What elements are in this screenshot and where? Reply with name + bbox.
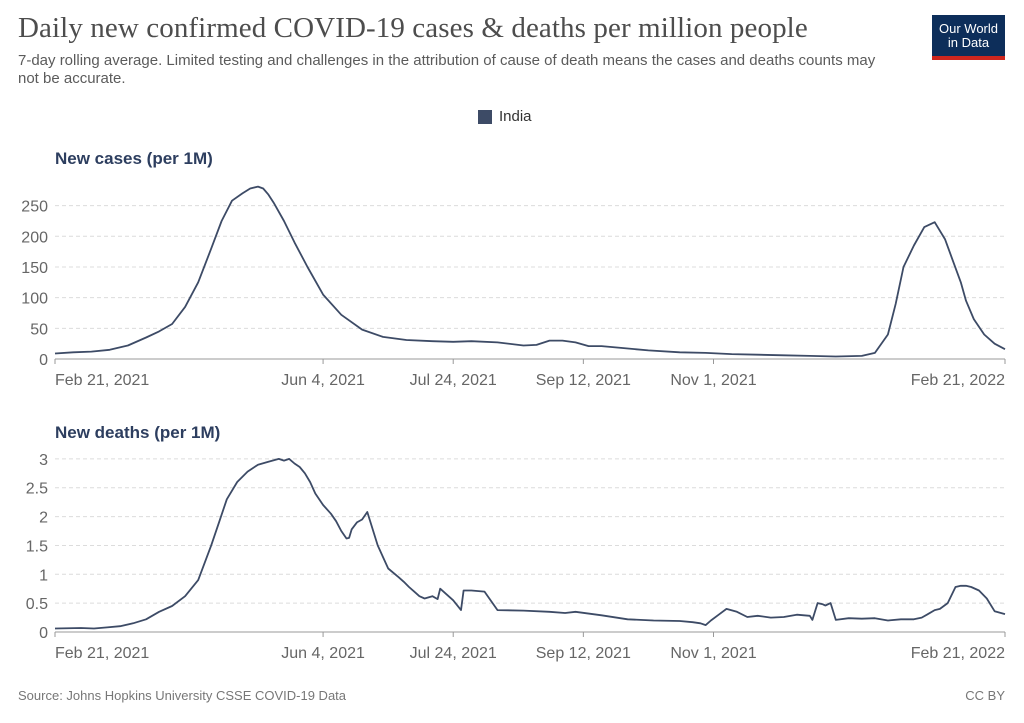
legend[interactable]: India [478,108,532,125]
y-tick-label: 3 [39,452,48,469]
logo-text-line2: in Data [947,34,990,50]
legend-swatch [478,109,492,124]
x-tick-label: Jul 24, 2021 [410,645,497,662]
chart-panel-2: New deaths (per 1M) 0 0.5 1 1.5 2 2.5 3 Feb 21, … [26,423,1006,662]
legend-label: India [499,108,532,125]
series-line-india [54,458,1006,630]
y-tick-label: 150 [21,260,48,277]
series-line-india [54,185,1006,358]
y-tick-label: 50 [30,321,48,338]
y-tick-label: 250 [21,199,48,216]
x-tick-label: Feb 21, 2022 [911,645,1005,662]
x-tick-label: Sep 12, 2021 [536,372,631,389]
chart-panel-1: New cases (per 1M) 0 50 100 150 200 250 Feb 21,… [21,149,1006,389]
x-tick-label: Feb 21, 2021 [55,645,149,662]
y-tick-label: 1.5 [26,538,48,555]
y-tick-label: 2 [39,510,48,527]
x-tick-label: Sep 12, 2021 [536,645,631,662]
x-tick-label: Nov 1, 2021 [670,372,756,389]
y-tick-label: 100 [21,291,48,308]
source-note: Source: Johns Hopkins University CSSE CO… [18,688,347,703]
x-tick-label: Jun 4, 2021 [281,372,365,389]
y-tick-label: 0.5 [26,596,48,613]
owid-logo[interactable]: Our World in Data [932,15,1005,60]
chart-title: Daily new confirmed COVID-19 cases & dea… [18,12,808,44]
y-tick-label: 200 [21,229,48,246]
panel-title: New deaths (per 1M) [55,423,220,442]
chart-subtitle: 7-day rolling average. Limited testing a… [18,52,876,87]
x-tick-label: Jul 24, 2021 [410,372,497,389]
y-tick-label: 0 [39,625,48,642]
x-tick-label: Feb 21, 2021 [55,372,149,389]
logo-text-line1: Our World [939,20,998,36]
x-tick-label: Jun 4, 2021 [281,645,365,662]
license-note: CC BY [965,688,1005,703]
panel-title: New cases (per 1M) [55,149,213,168]
y-tick-label: 2.5 [26,481,48,498]
x-tick-label: Feb 21, 2022 [911,372,1005,389]
x-tick-label: Nov 1, 2021 [670,645,756,662]
y-tick-label: 1 [39,567,48,584]
y-tick-label: 0 [39,352,48,369]
